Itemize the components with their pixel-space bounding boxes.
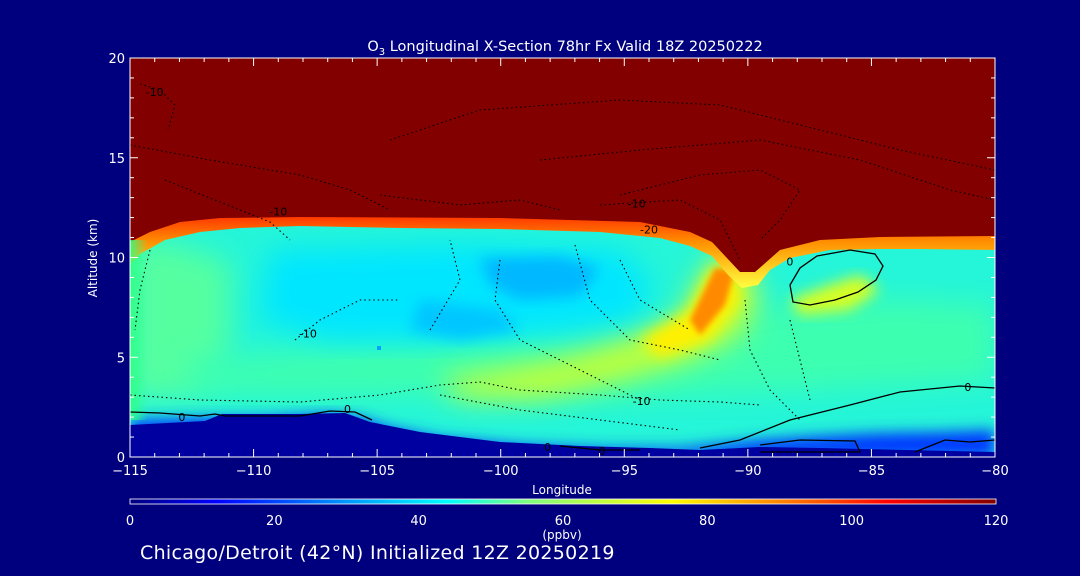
contour-labels: -10 -10 -10 -10 -20 -10 0 0 0 0 0 0 xyxy=(146,86,972,458)
footer-caption: Chicago/Detroit (42°N) Initialized 12Z 2… xyxy=(140,542,615,564)
colorbar-tick-label: 80 xyxy=(699,514,716,529)
dotted-contours xyxy=(130,83,995,431)
x-axis: −115 −110 −105 −100 −95 −90 −85 −80 xyxy=(112,58,1009,479)
colorbar-tick-label: 60 xyxy=(555,514,572,529)
y-tick-label: 20 xyxy=(108,52,125,67)
x-tick-label: −105 xyxy=(359,464,395,479)
field-speck xyxy=(377,346,381,350)
title-subscript: 3 xyxy=(379,47,385,58)
colorbar-tick-label: 120 xyxy=(984,514,1009,529)
contour-dotted-9 xyxy=(134,249,151,331)
contour-label: -10 xyxy=(633,395,651,408)
contour-label: 0 xyxy=(344,403,351,416)
contour-label: 0 xyxy=(178,411,185,424)
contour-solid-3 xyxy=(699,385,995,449)
y-tick-label: 10 xyxy=(108,252,125,267)
contour-dotted-4 xyxy=(389,99,995,171)
colorbar-label: (ppbv) xyxy=(542,528,581,542)
y-tick-label: 0 xyxy=(117,451,125,466)
field-stratosphere-top xyxy=(130,58,995,272)
x-tick-label: −85 xyxy=(858,464,885,479)
contour-dotted-14 xyxy=(619,259,691,331)
y-axis-label: Altitude (km) xyxy=(86,219,100,298)
colorbar xyxy=(129,498,997,505)
y-tick-label: 15 xyxy=(108,152,125,167)
contour-dotted-13 xyxy=(574,244,721,361)
contour-label: -10 xyxy=(146,86,164,99)
ozone-field xyxy=(130,58,995,457)
contour-label: 0 xyxy=(544,441,551,454)
colorbar-tick-label: 20 xyxy=(266,514,283,529)
contour-dotted-18 xyxy=(439,394,681,431)
y-axis: 0 5 10 15 20 xyxy=(108,52,995,466)
contour-dotted-10 xyxy=(294,299,400,341)
x-tick-label: −110 xyxy=(236,464,272,479)
x-tick-label: −100 xyxy=(483,464,519,479)
title-rest: Longitudinal X-Section 78hr Fx Valid 18Z… xyxy=(385,39,763,55)
contour-label: 0 xyxy=(599,445,606,458)
contour-dotted-6 xyxy=(619,169,801,241)
y-tick-label: 5 xyxy=(117,351,125,366)
field-orange-fold xyxy=(690,268,735,335)
field-left-edge xyxy=(130,240,148,420)
x-tick-label: −90 xyxy=(734,464,761,479)
contour-solid-1 xyxy=(130,410,373,421)
x-tick-label: −115 xyxy=(112,464,148,479)
contour-dotted-17 xyxy=(130,381,761,406)
colorbar-tick-label: 40 xyxy=(410,514,427,529)
contour-solid-5 xyxy=(914,439,995,453)
contour-dotted-2 xyxy=(130,144,391,211)
contour-dotted-1 xyxy=(139,83,176,131)
field-yellow-plume xyxy=(440,255,760,398)
field-blue-pocket-2 xyxy=(410,300,520,340)
contour-label: -10 xyxy=(628,198,646,211)
contour-label: -10 xyxy=(299,327,317,340)
contour-dotted-15 xyxy=(744,299,801,421)
contour-dotted-3 xyxy=(164,179,291,241)
solid-contours xyxy=(130,249,995,453)
contour-solid-4 xyxy=(759,439,862,453)
title-o: O xyxy=(367,39,378,55)
x-tick-label: −95 xyxy=(611,464,638,479)
contour-dotted-11 xyxy=(429,239,461,331)
contour-dotted-16 xyxy=(789,319,811,401)
field-blue-pocket xyxy=(480,256,600,300)
contour-label: 0 xyxy=(964,381,971,394)
contour-solid-6 xyxy=(559,445,640,451)
chart-title: O3 Longitudinal X-Section 78hr Fx Valid … xyxy=(367,39,762,58)
x-axis-label: Longitude xyxy=(532,483,592,497)
colorbar-tick-label: 100 xyxy=(839,514,864,529)
contour-label: -20 xyxy=(640,224,658,237)
colorbar-tick-label: 0 xyxy=(126,514,134,529)
contour-label: -10 xyxy=(269,206,287,219)
contour-label: 0 xyxy=(786,255,793,268)
contour-solid-2 xyxy=(789,249,884,306)
x-tick-label: −80 xyxy=(981,464,1008,479)
field-surface-dark xyxy=(130,413,995,457)
colorbar-ticks: 0 20 40 60 80 100 120 xyxy=(126,514,1009,529)
